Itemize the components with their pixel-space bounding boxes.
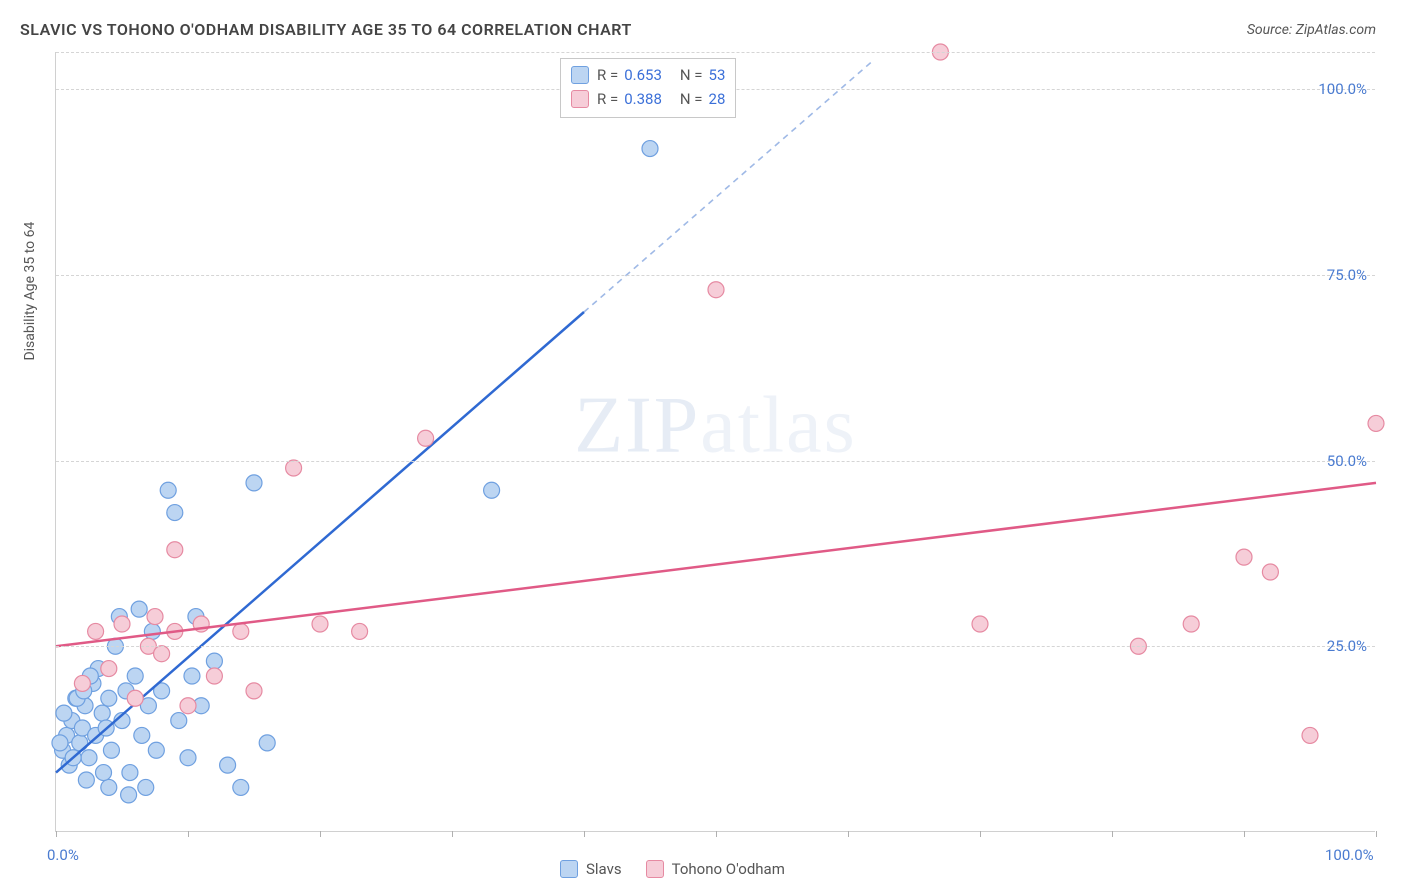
data-point-slavs	[101, 779, 117, 795]
grid-line	[56, 52, 1375, 53]
plot-area: ZIPatlas 25.0%50.0%75.0%100.0%	[55, 52, 1375, 832]
x-tick	[56, 831, 57, 837]
legend-label-slavs: Slavs	[586, 860, 622, 878]
x-tick	[320, 831, 321, 837]
stats-row-slavs: R = 0.653 N = 53	[571, 63, 725, 87]
x-tick	[188, 831, 189, 837]
grid-line	[56, 275, 1375, 276]
data-point-slavs	[96, 765, 112, 781]
data-point-slavs	[94, 705, 110, 721]
data-point-slavs	[138, 779, 154, 795]
stat-r-label: R =	[597, 87, 618, 111]
data-point-tohono	[88, 623, 104, 639]
y-tick-label: 100.0%	[1318, 80, 1367, 98]
data-point-slavs	[127, 668, 143, 684]
data-point-tohono	[246, 683, 262, 699]
plot-svg	[56, 52, 1375, 831]
y-axis-label: Disability Age 35 to 64	[22, 222, 38, 361]
y-tick-label: 75.0%	[1327, 266, 1367, 284]
swatch-tohono	[571, 90, 589, 108]
data-point-slavs	[184, 668, 200, 684]
x-tick	[716, 831, 717, 837]
swatch-slavs	[571, 66, 589, 84]
data-point-slavs	[131, 601, 147, 617]
data-point-tohono	[286, 460, 302, 476]
legend-item-tohono: Tohono O'odham	[646, 860, 785, 878]
data-point-tohono	[233, 623, 249, 639]
data-point-slavs	[171, 713, 187, 729]
data-point-tohono	[972, 616, 988, 632]
data-point-slavs	[52, 735, 68, 751]
data-point-slavs	[259, 735, 275, 751]
data-point-tohono	[352, 623, 368, 639]
stat-r-label: R =	[597, 63, 618, 87]
data-point-tohono	[1368, 415, 1384, 431]
data-point-tohono	[1262, 564, 1278, 580]
data-point-slavs	[148, 742, 164, 758]
data-point-slavs	[220, 757, 236, 773]
stat-n-label: N =	[680, 63, 703, 87]
data-point-tohono	[1236, 549, 1252, 565]
stats-row-tohono: R = 0.388 N = 28	[571, 87, 725, 111]
data-point-slavs	[134, 727, 150, 743]
stat-n-value-slavs: 53	[709, 63, 726, 87]
data-point-tohono	[147, 609, 163, 625]
data-point-tohono	[418, 430, 434, 446]
data-point-slavs	[484, 482, 500, 498]
x-tick	[1244, 831, 1245, 837]
data-point-tohono	[1302, 727, 1318, 743]
data-point-slavs	[180, 750, 196, 766]
correlation-stats-box: R = 0.653 N = 53 R = 0.388 N = 28	[560, 58, 736, 118]
data-point-tohono	[312, 616, 328, 632]
data-point-slavs	[144, 623, 160, 639]
x-tick	[1112, 831, 1113, 837]
data-point-tohono	[180, 698, 196, 714]
x-tick-label: 0.0%	[47, 846, 79, 864]
data-point-slavs	[101, 690, 117, 706]
grid-line	[56, 646, 1375, 647]
legend-label-tohono: Tohono O'odham	[672, 860, 785, 878]
bottom-legend: Slavs Tohono O'odham	[560, 860, 785, 878]
data-point-slavs	[233, 779, 249, 795]
stat-r-value-tohono: 0.388	[624, 87, 662, 111]
regression-line-tohono	[56, 483, 1376, 646]
x-tick	[980, 831, 981, 837]
legend-swatch-tohono	[646, 860, 664, 878]
stat-n-label: N =	[680, 87, 703, 111]
data-point-slavs	[78, 772, 94, 788]
x-tick	[452, 831, 453, 837]
data-point-slavs	[103, 742, 119, 758]
data-point-tohono	[101, 661, 117, 677]
x-tick	[848, 831, 849, 837]
data-point-tohono	[127, 690, 143, 706]
y-tick-label: 25.0%	[1327, 637, 1367, 655]
y-tick-label: 50.0%	[1327, 452, 1367, 470]
data-point-tohono	[167, 542, 183, 558]
data-point-slavs	[160, 482, 176, 498]
data-point-tohono	[708, 282, 724, 298]
legend-item-slavs: Slavs	[560, 860, 622, 878]
source-label: Source: ZipAtlas.com	[1247, 22, 1376, 38]
data-point-slavs	[642, 141, 658, 157]
chart-title: SLAVIC VS TOHONO O'ODHAM DISABILITY AGE …	[20, 20, 632, 39]
data-point-slavs	[56, 705, 72, 721]
x-tick	[584, 831, 585, 837]
legend-swatch-slavs	[560, 860, 578, 878]
data-point-tohono	[154, 646, 170, 662]
stat-n-value-tohono: 28	[709, 87, 726, 111]
data-point-slavs	[122, 765, 138, 781]
data-point-slavs	[246, 475, 262, 491]
data-point-tohono	[206, 668, 222, 684]
data-point-slavs	[121, 787, 137, 803]
x-tick	[1376, 831, 1377, 837]
data-point-tohono	[74, 675, 90, 691]
stat-r-value-slavs: 0.653	[624, 63, 662, 87]
data-point-slavs	[206, 653, 222, 669]
data-point-tohono	[114, 616, 130, 632]
x-tick-label: 100.0%	[1325, 846, 1374, 864]
data-point-slavs	[81, 750, 97, 766]
grid-line	[56, 461, 1375, 462]
data-point-slavs	[167, 505, 183, 521]
data-point-tohono	[1183, 616, 1199, 632]
